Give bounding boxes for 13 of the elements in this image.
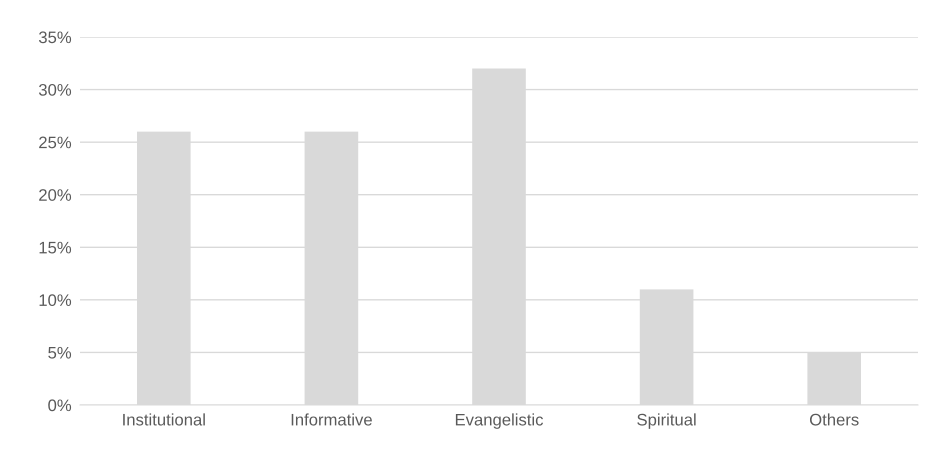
y-tick-label: 20% xyxy=(39,189,72,201)
y-tick-label: 35% xyxy=(38,31,72,44)
x-tick-label: Institutional xyxy=(123,413,205,426)
x-tick-label: Evangelistic xyxy=(456,413,544,429)
y-tick-label: 25% xyxy=(39,136,72,148)
x-tick-label: Others xyxy=(810,413,859,426)
x-tick-label: Informative xyxy=(292,413,372,426)
y-tick-label: 30% xyxy=(38,84,72,96)
y-tick-label: 0% xyxy=(48,399,72,412)
y-tick-label: 15% xyxy=(40,242,72,254)
x-tick-label: Spiritual xyxy=(637,413,696,429)
y-tick-label: 10% xyxy=(40,294,72,306)
y-tick-label: 5% xyxy=(48,346,72,359)
